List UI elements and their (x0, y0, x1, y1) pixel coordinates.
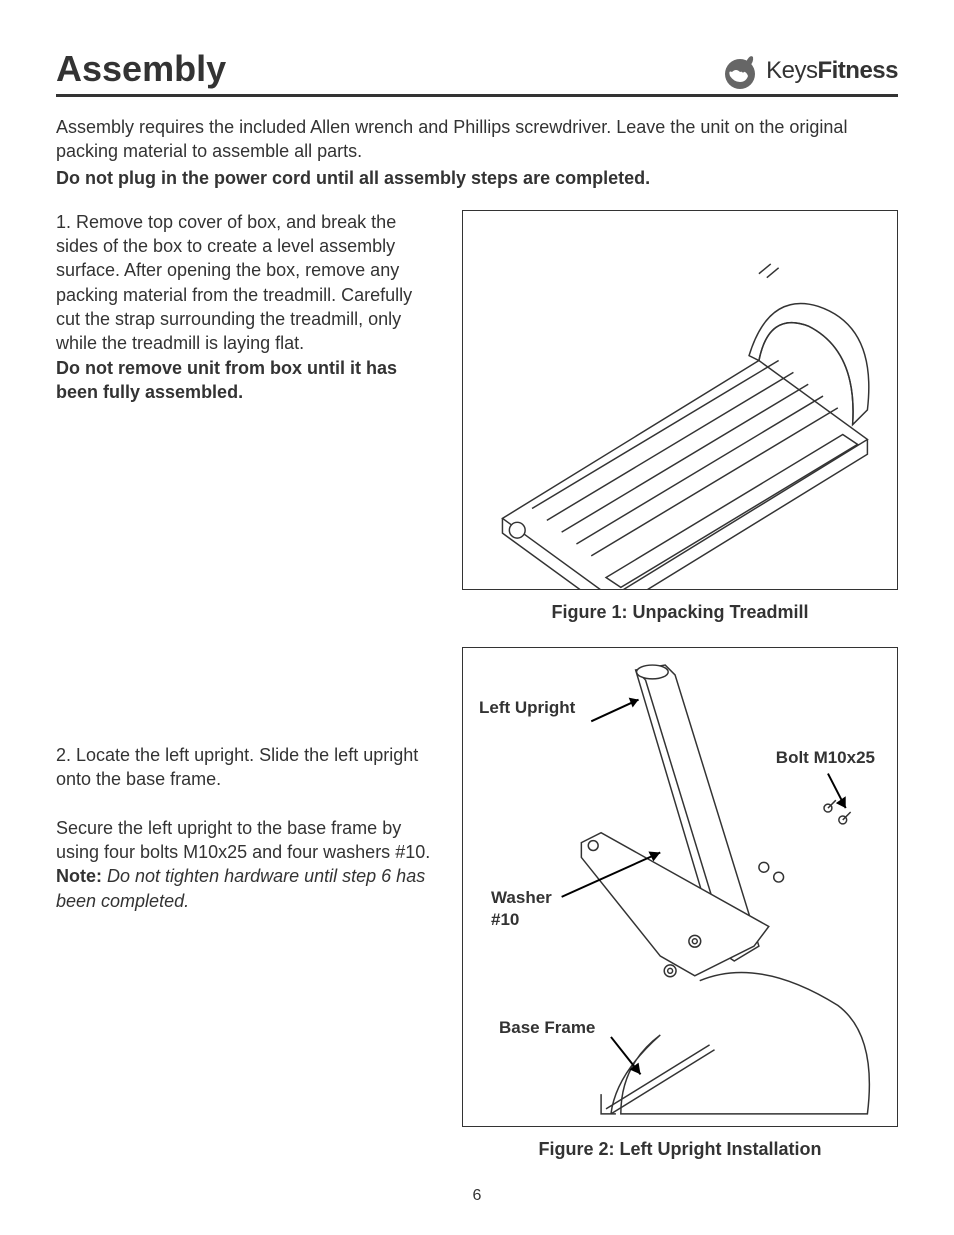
figure-2-caption: Figure 2: Left Upright Installation (462, 1139, 898, 1160)
step-1-section: 1. Remove top cover of box, and break th… (56, 210, 898, 623)
note-label: Note: (56, 866, 102, 886)
page-number: 6 (0, 1187, 954, 1205)
upright-drawing-icon (463, 648, 897, 1126)
step-2-section: 2. Locate the left upright. Slide the le… (56, 647, 898, 1160)
step-1-bold: Do not remove unit from box until it has… (56, 356, 438, 405)
intro-text: Assembly requires the included Allen wre… (56, 115, 898, 164)
page-title: Assembly (56, 48, 226, 90)
step-1-body: 1. Remove top cover of box, and break th… (56, 210, 438, 356)
intro-warning: Do not plug in the power cord until all … (56, 166, 898, 190)
step-2-text: 2. Locate the left upright. Slide the le… (56, 647, 438, 1160)
step-2-body2: Secure the left upright to the base fram… (56, 816, 438, 865)
figure-1-box (462, 210, 898, 590)
brand-text-light: Keys (766, 57, 817, 84)
step-1-text: 1. Remove top cover of box, and break th… (56, 210, 438, 623)
figure-1-column: Figure 1: Unpacking Treadmill (462, 210, 898, 623)
treadmill-drawing-icon (463, 211, 897, 589)
page-header: Assembly KeysFitness (56, 48, 898, 97)
figure-2-column: Left Upright Bolt M10x25 Washer #10 Base… (462, 647, 898, 1160)
step-2-body1: 2. Locate the left upright. Slide the le… (56, 743, 438, 792)
step-2-note: Note: Do not tighten hardware until step… (56, 864, 438, 913)
rabbit-icon (720, 52, 760, 90)
figure-1-caption: Figure 1: Unpacking Treadmill (462, 602, 898, 623)
brand-text-bold: Fitness (817, 57, 898, 84)
note-body: Do not tighten hardware until step 6 has… (56, 866, 425, 910)
figure-2-box: Left Upright Bolt M10x25 Washer #10 Base… (462, 647, 898, 1127)
brand-logo: KeysFitness (720, 52, 898, 90)
